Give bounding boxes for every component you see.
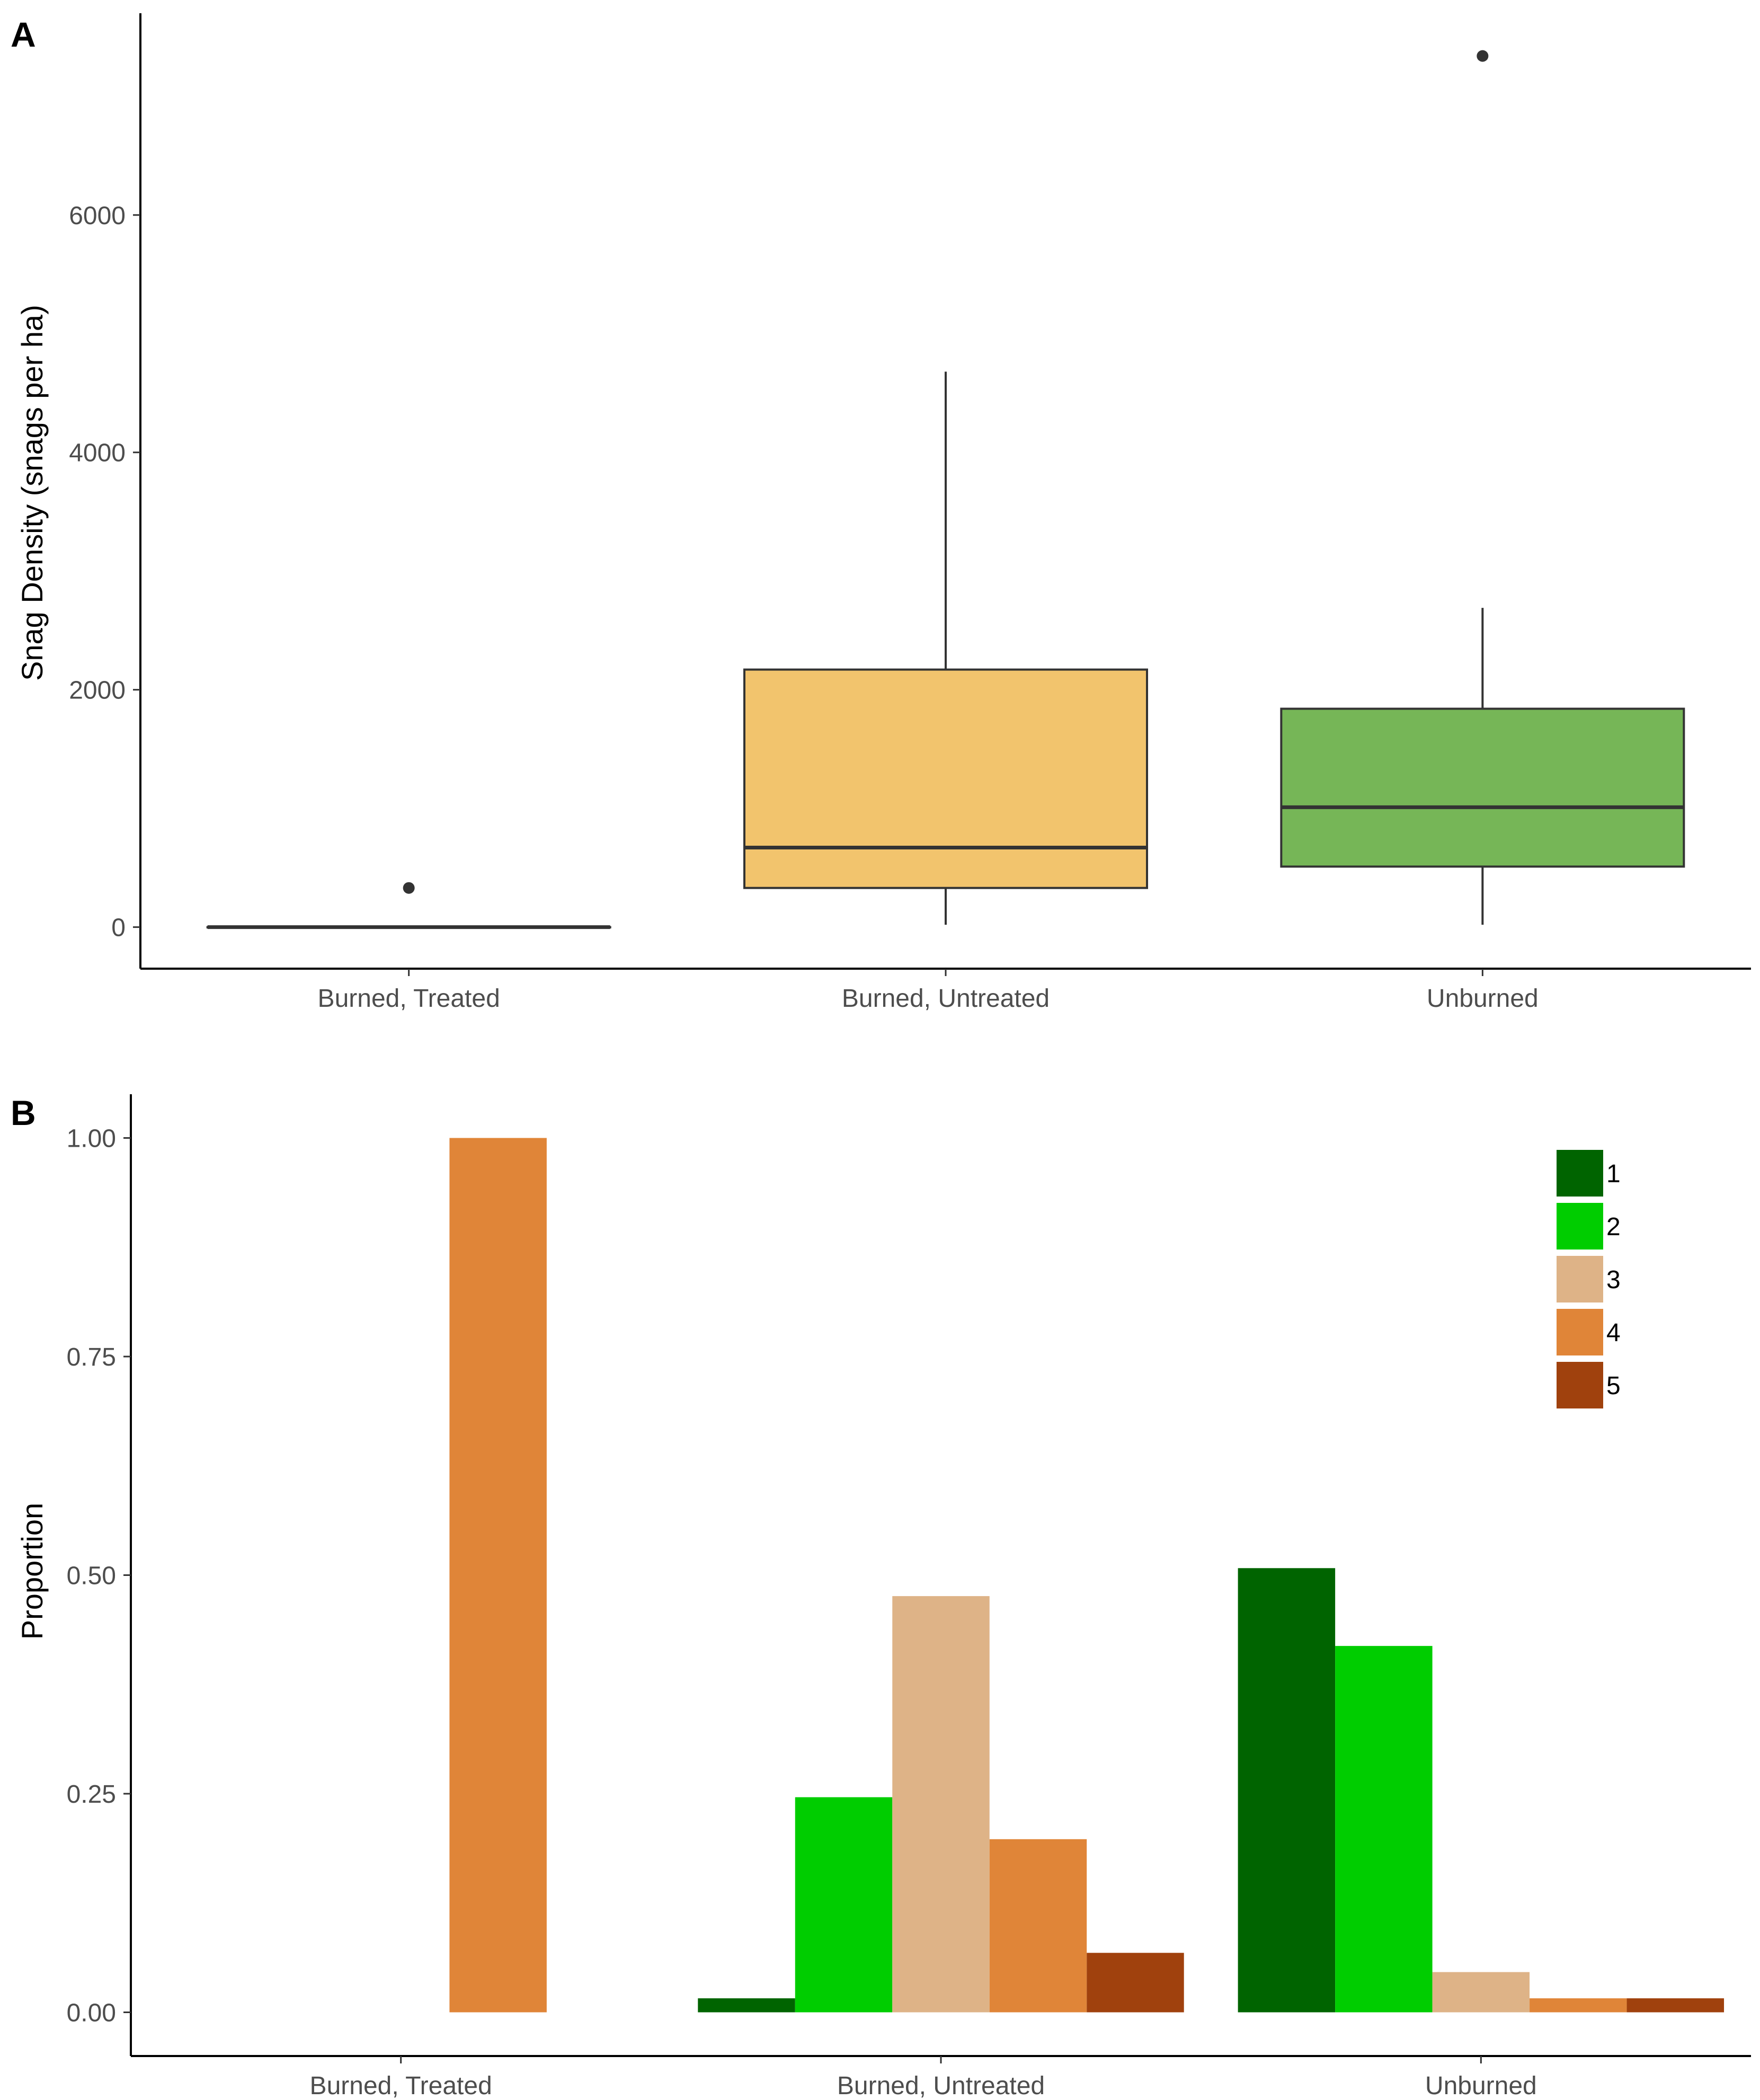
panel-b-legend: 1 2 3 4 5 [1557, 1150, 1621, 1408]
legend-key-1 [1557, 1150, 1603, 1197]
panel-b-y-tick-label: 0.75 [67, 1343, 116, 1371]
panel-b-x-tick-label: Burned, Treated [310, 2072, 492, 2100]
legend-label-4: 4 [1606, 1319, 1621, 1347]
panel-b-y-tick-label: 0.00 [67, 1999, 116, 2027]
panel-b-x-tick-label: Burned, Untreated [837, 2072, 1045, 2100]
bar-unburned-class-3 [1432, 1972, 1530, 2013]
box-burned-treated-outlier-0 [403, 882, 415, 894]
box-burned-untreated [743, 668, 1148, 889]
panel-a-snag-density-boxplot: A 0 2000 4000 6000 Burned, Treated Burned, Un… [11, 13, 1751, 1013]
panel-a-y-tick-label: 2000 [69, 677, 126, 705]
panel-b-proportion-bar-chart: B 0.00 0.25 0.50 0.75 1.00 Burned, Treated Bur… [11, 1093, 1751, 2100]
legend-key-2 [1557, 1203, 1603, 1250]
panel-a-y-tick-label: 6000 [69, 202, 126, 230]
panel-b-y-tick-label: 1.00 [67, 1125, 116, 1153]
panel-a-y-tick-label: 0 [111, 914, 126, 942]
panel-a-x-tick-label: Unburned [1427, 985, 1539, 1013]
panel-b-tag: B [11, 1093, 36, 1132]
bar-burned-untreated-class-4 [989, 1839, 1087, 2013]
panel-b-y-axis-title: Proportion [15, 1503, 49, 1640]
panel-b-x-tick-label: Unburned [1425, 2072, 1537, 2100]
box-unburned-outlier-0 [1477, 50, 1489, 62]
box-unburned [1280, 707, 1685, 868]
legend-key-5 [1557, 1362, 1603, 1408]
bar-burned-untreated-class-2 [795, 1797, 893, 2013]
legend-key-4 [1557, 1309, 1603, 1355]
panel-a-tag: A [11, 15, 36, 54]
bar-unburned-class-5 [1626, 1998, 1725, 2013]
legend-label-5: 5 [1606, 1372, 1621, 1400]
legend-label-2: 2 [1606, 1213, 1621, 1241]
bar-burned-untreated-class-1 [698, 1998, 795, 2013]
panel-a-x-tick-label: Burned, Untreated [842, 985, 1050, 1013]
panel-b-y-tick-label: 0.50 [67, 1562, 116, 1590]
panel-a-y-axis-title: Snag Density (snags per ha) [15, 305, 49, 681]
panel-a-x-tick-label: Burned, Treated [318, 985, 500, 1013]
bar-unburned-class-4 [1530, 1998, 1627, 2013]
bar-burned-untreated-class-3 [892, 1596, 990, 2013]
panel-b-y-tick-label: 0.25 [67, 1780, 116, 1809]
bar-burned-untreated-class-5 [1087, 1953, 1184, 2013]
bar-unburned-class-1 [1238, 1568, 1336, 2013]
bar-burned-treated-class-4 [449, 1138, 547, 2013]
bar-unburned-class-2 [1335, 1646, 1433, 2013]
legend-key-3 [1557, 1256, 1603, 1302]
legend-label-1: 1 [1606, 1160, 1621, 1188]
legend-label-3: 3 [1606, 1266, 1621, 1294]
panel-a-y-tick-label: 4000 [69, 439, 126, 467]
